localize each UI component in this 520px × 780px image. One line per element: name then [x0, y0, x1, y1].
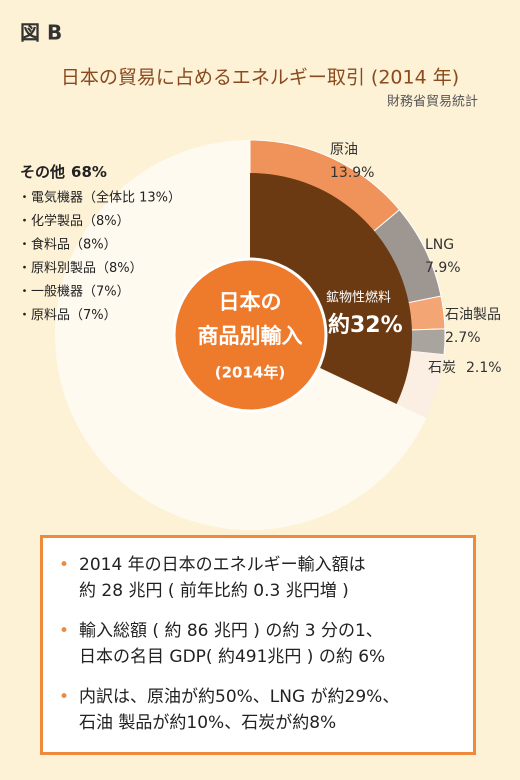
- bullet: •: [59, 555, 70, 575]
- figure-label: 図 B: [20, 21, 62, 45]
- slice-value: 7.9%: [425, 260, 461, 276]
- other-item: ・原料別製品（8%）: [18, 261, 143, 276]
- other-item: ・一般機器（7%）: [18, 284, 130, 300]
- center-label: (2014年): [215, 364, 285, 382]
- note: • 内訳は、原油が約50%、LNG が約29%、 石油 製品が約10%、石炭が約8%: [59, 684, 457, 736]
- slice-value: 13.9%: [330, 165, 374, 181]
- slice-value: 2.1%: [466, 360, 502, 376]
- other-value: 68%: [71, 163, 107, 181]
- source: 財務省貿易統計: [387, 94, 478, 110]
- slice-label: 原油: [330, 142, 358, 158]
- slice-label: 石炭: [428, 360, 456, 376]
- note: • 2014 年の日本のエネルギー輸入額は約 28 兆円 ( 前年比約 0.3 兆…: [59, 552, 457, 604]
- note-line: 輸入総額 ( 約 86 兆円 ) の約 3 分の1、: [79, 621, 383, 641]
- center-circle: [172, 257, 328, 413]
- note-text: 輸入総額 ( 約 86 兆円 ) の約 3 分の1、 日本の名目 GDP( 約49…: [79, 618, 385, 670]
- notes-box: • 2014 年の日本のエネルギー輸入額は約 28 兆円 ( 前年比約 0.3 兆…: [40, 535, 476, 755]
- note-line: 石油 製品が約10%、石炭が約8%: [79, 713, 337, 733]
- slice-value: 2.7%: [445, 330, 481, 346]
- chart: 図 B 日本の貿易に占めるエネルギー取引 (2014 年) 財務省貿易統計 原油…: [18, 21, 502, 530]
- note-line: 日本の名目 GDP( 約491兆円 ) の約 6%: [79, 647, 386, 667]
- bullet: •: [59, 687, 70, 707]
- note-line: 2014 年の日本のエネルギー輸入額は: [79, 555, 366, 575]
- other-title: その他 68%: [20, 163, 107, 181]
- fuel-value: 約32%: [328, 312, 403, 338]
- fuel-label: 鉱物性燃料: [326, 290, 391, 306]
- slice-label: LNG: [425, 237, 454, 253]
- chart-title: 日本の貿易に占めるエネルギー取引 (2014 年): [61, 67, 459, 89]
- note-text: 内訳は、原油が約50%、LNG が約29%、 石油 製品が約10%、石炭が約8%: [79, 684, 399, 736]
- pie: [54, 139, 446, 530]
- note: • 輸入総額 ( 約 86 兆円 ) の約 3 分の1、 日本の名目 GDP( 約4…: [59, 618, 457, 670]
- other-item: ・電気機器（全体比 13%）: [18, 190, 181, 206]
- other-item: ・化学製品（8%）: [18, 213, 130, 229]
- slice-label: 石油製品: [445, 307, 501, 323]
- other-name: その他: [20, 163, 65, 181]
- bullet: •: [59, 621, 70, 641]
- center-label: 商品別輸入: [198, 324, 303, 348]
- note-text: 2014 年の日本のエネルギー輸入額は約 28 兆円 ( 前年比約 0.3 兆円…: [79, 552, 366, 604]
- other-item: ・食料品（8%）: [18, 237, 117, 253]
- center-label: 日本の: [219, 290, 282, 314]
- note-line: 約 28 兆円 ( 前年比約 0.3 兆円増 ): [79, 581, 349, 601]
- other-item: ・原料品（7%）: [18, 308, 117, 323]
- note-line: 内訳は、原油が約50%、LNG が約29%、: [79, 687, 400, 707]
